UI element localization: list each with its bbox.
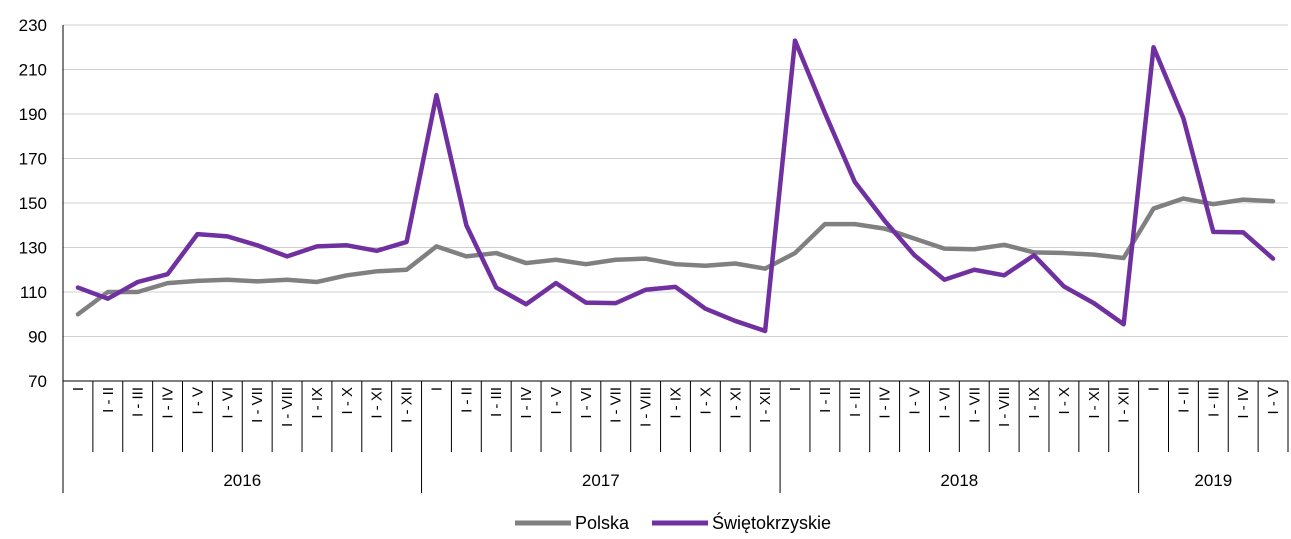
x-tick-label: I — [787, 387, 804, 391]
x-tick-label: I - VI — [219, 387, 236, 419]
legend: Polska Świętokrzyskie — [515, 512, 831, 533]
x-tick-label: I — [70, 387, 87, 391]
x-tick-label: I - IV — [1235, 387, 1252, 419]
x-tick-label: I - XI — [1086, 387, 1103, 419]
axes — [62, 25, 1289, 493]
x-tick-label: I - VII — [249, 387, 266, 423]
x-tick-label: I - V — [907, 387, 924, 415]
x-tick-label: I - VIII — [638, 387, 655, 427]
legend-label: Polska — [575, 513, 630, 533]
series-lines — [75, 38, 1276, 334]
legend-label: Świętokrzyskie — [712, 512, 831, 533]
y-tick-label: 110 — [20, 283, 47, 302]
year-label: 2018 — [940, 471, 978, 490]
y-tick-label: 90 — [28, 328, 47, 347]
x-tick-label: I - X — [697, 387, 714, 415]
x-tick-label: I - IX — [668, 387, 685, 419]
x-tick-label: I - III — [847, 387, 864, 417]
x-tick-label: I - II — [100, 387, 117, 413]
y-tick-label: 150 — [19, 194, 47, 213]
x-tick-label: I — [428, 387, 445, 391]
y-tick-label: 70 — [28, 372, 47, 391]
y-tick-label: 130 — [19, 239, 47, 258]
x-tick-label: I - XII — [757, 387, 774, 423]
x-tick-label: I - II — [1175, 387, 1192, 413]
year-label: 2016 — [223, 471, 261, 490]
x-tick-label: I - VII — [966, 387, 983, 423]
y-tick-label: 230 — [19, 16, 47, 35]
x-tick-label: I - VI — [936, 387, 953, 419]
year-label: 2017 — [582, 471, 620, 490]
x-tick-label: I - VIII — [996, 387, 1013, 427]
x-tick-label: I - IV — [518, 387, 535, 419]
x-tick-label: I - VII — [608, 387, 625, 423]
x-tick-label: I - XI — [369, 387, 386, 419]
x-tick-label: I - XII — [399, 387, 416, 423]
x-tick-label: I - IV — [877, 387, 894, 419]
x-tick-label: I - V — [548, 387, 565, 415]
year-group-labels: 2016 2017 2018 2019 — [223, 471, 1232, 490]
x-tick-label: I - II — [817, 387, 834, 413]
x-tick-label: I - III — [130, 387, 147, 417]
x-tick-label: I - V — [189, 387, 206, 415]
x-tick-label: I - IX — [309, 387, 326, 419]
series-line-0 — [75, 196, 1276, 317]
x-tick-label: I - IX — [1026, 387, 1043, 419]
year-label: 2019 — [1194, 471, 1232, 490]
x-tick-label: I - III — [1205, 387, 1222, 417]
x-tick-label: I - XI — [727, 387, 744, 419]
x-tick-label: I - II — [458, 387, 475, 413]
y-tick-label: 190 — [19, 105, 47, 124]
x-tick-label: I - V — [1265, 387, 1282, 415]
x-tick-label: I — [1146, 387, 1163, 391]
x-tick-label: I - X — [339, 387, 356, 415]
x-tick-label: I - VI — [578, 387, 595, 419]
x-tick-label: I - X — [1056, 387, 1073, 415]
x-tick-label: I - XII — [1116, 387, 1133, 423]
y-axis-tick-labels: 70 90 110 130 150 170 190 210 230 — [19, 16, 47, 391]
gridlines — [63, 24, 1288, 337]
series-line-1 — [75, 38, 1276, 334]
x-tick-label: I - VIII — [279, 387, 296, 427]
y-tick-label: 210 — [19, 61, 47, 80]
x-tick-label: I - IV — [160, 387, 177, 419]
y-tick-label: 170 — [19, 150, 47, 169]
x-tick-label: I - III — [488, 387, 505, 417]
